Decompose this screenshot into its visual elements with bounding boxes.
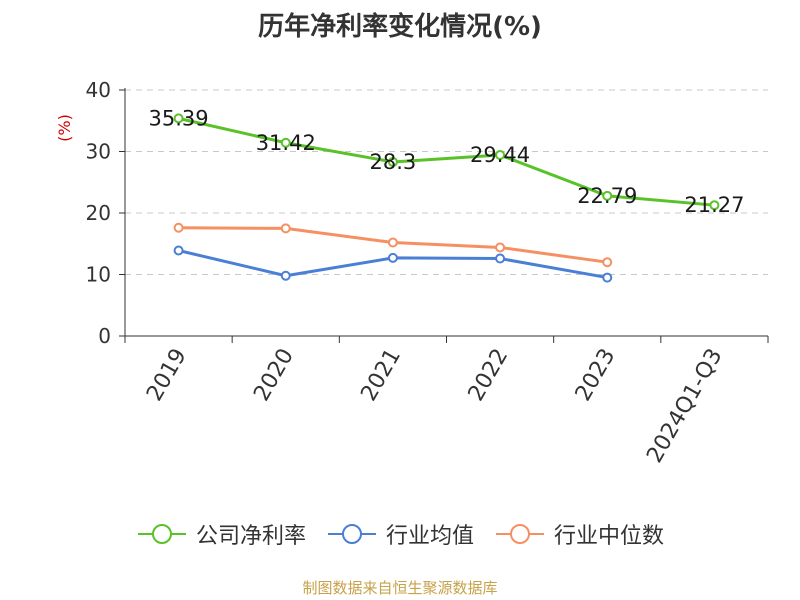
chart-title: 历年净利率变化情况(%) — [258, 12, 542, 42]
data-source-note: 制图数据来自恒生聚源数据库 — [302, 579, 498, 597]
data-point — [173, 245, 184, 256]
data-point — [173, 222, 184, 233]
legend-item[interactable]: 公司净利率 — [136, 518, 306, 550]
y-tick-label: 0 — [98, 324, 111, 348]
legend-swatch-icon — [137, 524, 186, 544]
y-tick-label: 20 — [86, 201, 111, 225]
data-label: 28.3 — [370, 150, 417, 174]
x-tick-label: 2023 — [571, 345, 621, 406]
data-labels: 35.39 31.42 28.3 29.44 22.79 21.27 — [149, 106, 745, 217]
legend-item[interactable]: 行业中位数 — [494, 518, 664, 550]
data-point — [280, 223, 291, 234]
data-point — [173, 113, 184, 124]
x-tick-label: 2024Q1-Q3 — [642, 345, 727, 468]
data-point — [387, 237, 398, 248]
legend-label: 行业中位数 — [554, 524, 665, 549]
legend-item[interactable]: 行业均值 — [326, 518, 474, 550]
data-label: 29.44 — [470, 143, 530, 167]
data-point — [280, 137, 291, 148]
legend-label: 公司净利率 — [195, 524, 306, 549]
x-tick-label: 2021 — [356, 345, 406, 406]
x-tick-label: 2019 — [142, 345, 192, 406]
data-point — [495, 253, 506, 264]
data-point — [387, 252, 398, 263]
y-tick-label: 40 — [86, 78, 111, 102]
data-label: 35.39 — [149, 106, 209, 130]
data-label: 21.27 — [684, 193, 744, 217]
data-point — [495, 242, 506, 253]
data-label: 31.42 — [256, 131, 316, 155]
data-point — [709, 200, 720, 211]
series-line — [178, 116, 715, 207]
x-tick-label: 2022 — [464, 345, 514, 406]
y-tick-label: 10 — [86, 263, 111, 287]
series-lines — [173, 113, 720, 283]
data-point — [602, 257, 613, 268]
legend: 公司净利率 行业均值 行业中位数 — [0, 518, 800, 550]
data-point — [602, 190, 613, 201]
y-tick-label: 30 — [86, 140, 111, 164]
data-label: 22.79 — [577, 184, 637, 208]
y-axis-label: (%) — [55, 114, 74, 142]
legend-swatch-icon — [327, 524, 376, 544]
legend-swatch-icon — [496, 524, 544, 544]
data-point — [602, 272, 613, 283]
data-point — [387, 156, 398, 167]
x-tick-label: 2020 — [249, 345, 299, 406]
legend-label: 行业均值 — [385, 524, 474, 549]
grid-lines — [125, 89, 768, 275]
data-point — [495, 149, 506, 160]
axes: 0 10 20 30 40 (%) 2019 2020 2021 2022 2023 2024Q1-Q… — [55, 78, 769, 468]
data-point — [280, 270, 291, 281]
